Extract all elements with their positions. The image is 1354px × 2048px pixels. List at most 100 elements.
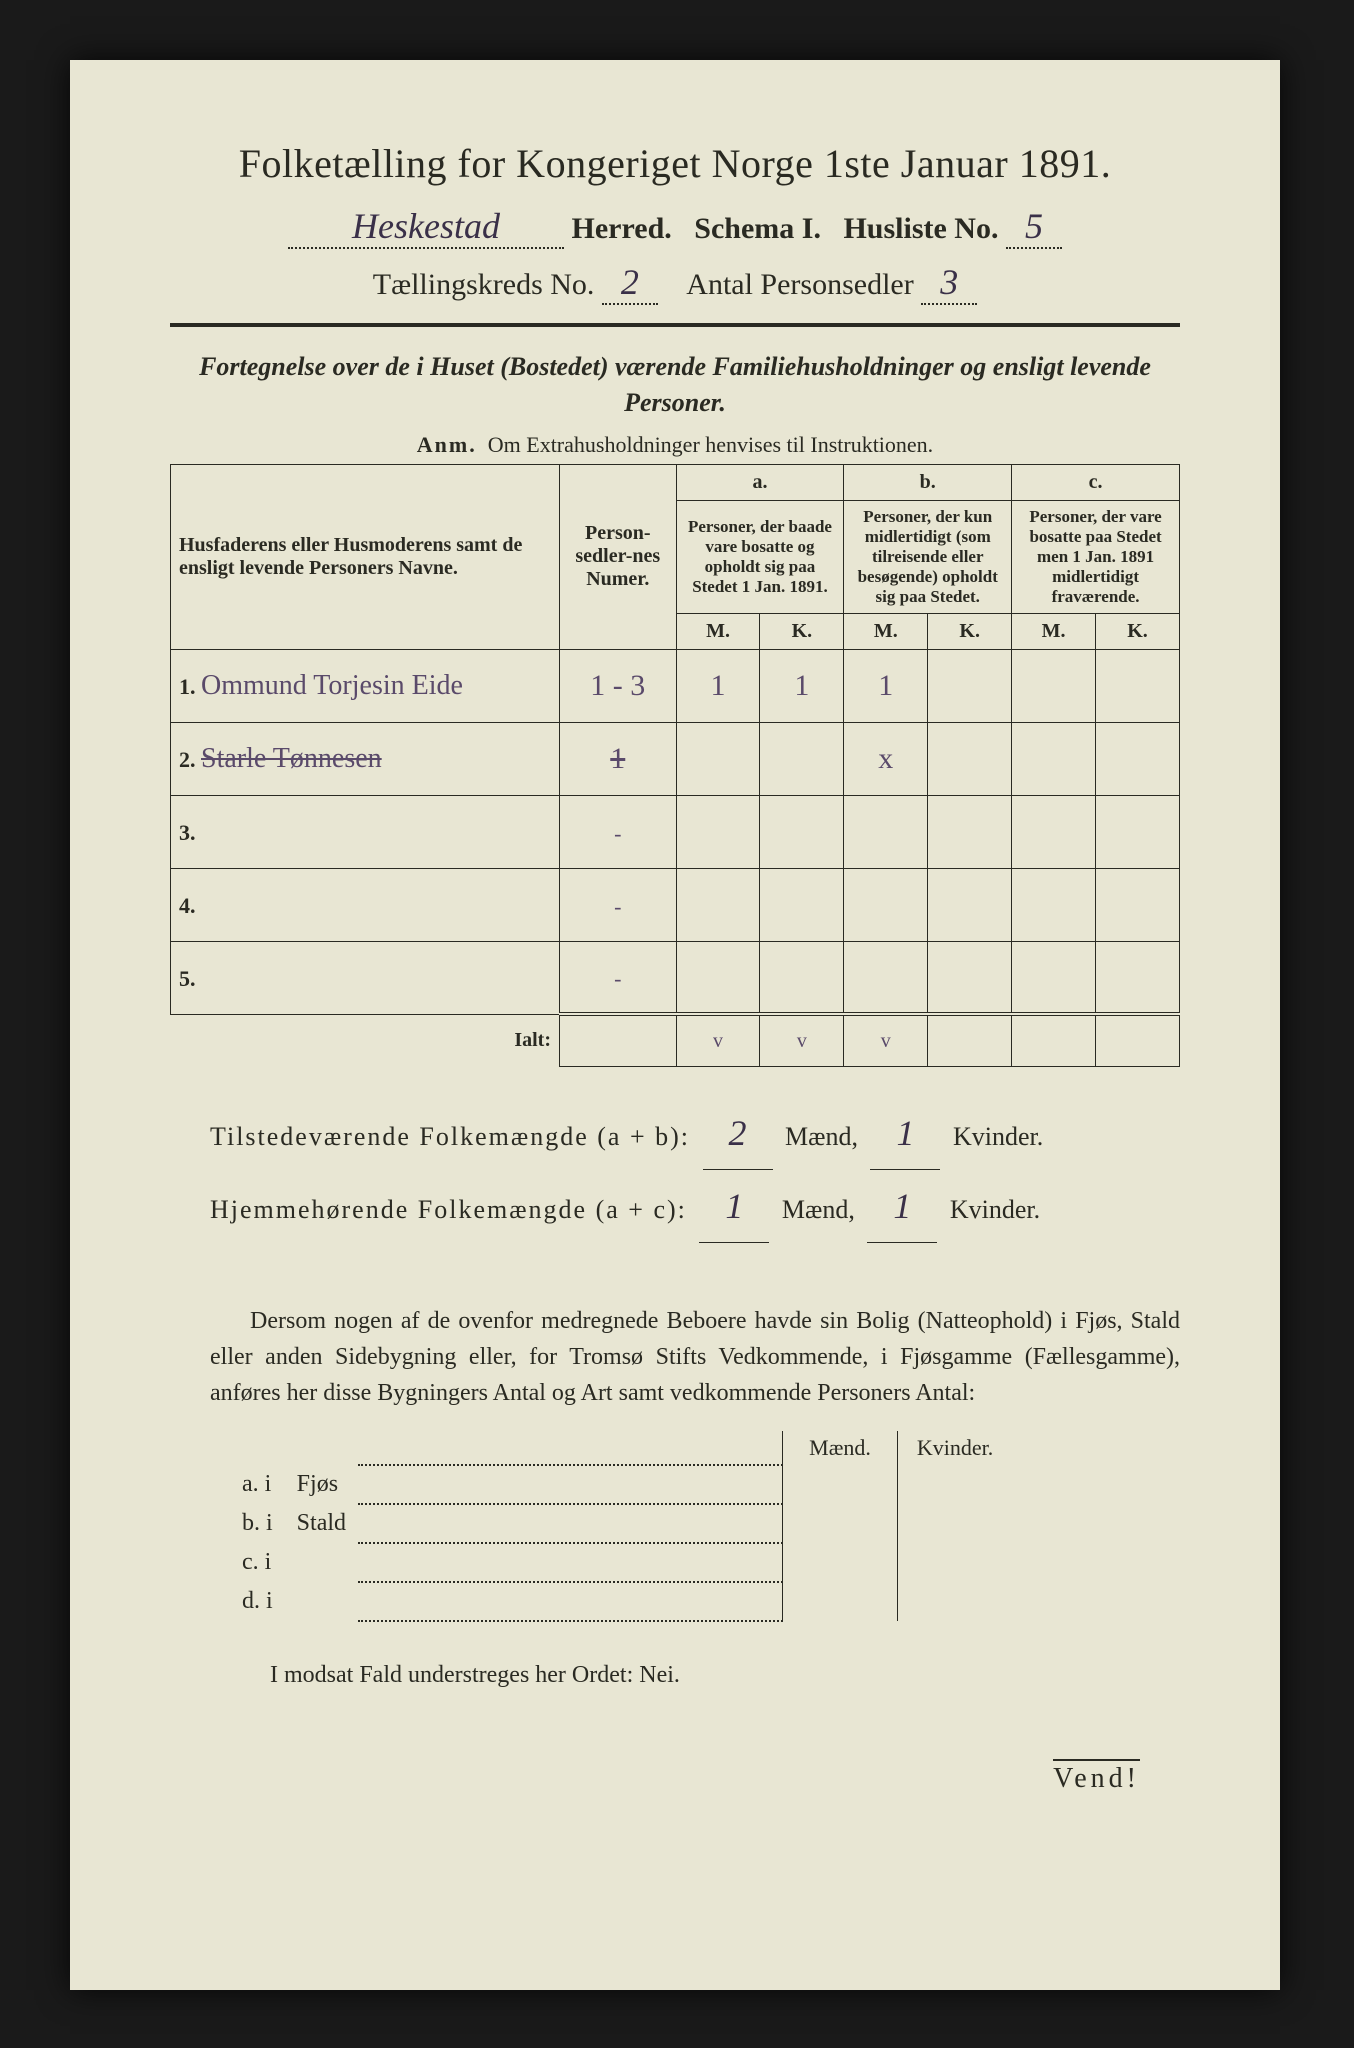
- row-name: 4.: [171, 868, 560, 941]
- totals-block: Tilstedeværende Folkemængde (a + b): 2 M…: [210, 1097, 1140, 1243]
- header-line-2: Tællingskreds No. 2 Antal Personsedler 3: [170, 261, 1180, 305]
- col-a-top: a.: [676, 464, 844, 500]
- herred-label: Herred.: [572, 212, 672, 245]
- col-a-k: K.: [760, 613, 844, 649]
- bygn-row-dots: [358, 1543, 783, 1582]
- check-a-m: v: [676, 1014, 760, 1067]
- row-name: 2. Starle Tønnesen: [171, 722, 560, 795]
- col-names-header: Husfaderens eller Husmoderens samt de en…: [171, 464, 560, 649]
- bygn-row-k: [898, 1582, 1013, 1621]
- row-c-m: [1012, 795, 1096, 868]
- bygn-row-k: [898, 1504, 1013, 1543]
- bygn-row: d. i: [230, 1582, 1012, 1621]
- bygn-row: b. iStald: [230, 1504, 1012, 1543]
- row-c-m: [1012, 941, 1096, 1014]
- bygn-row-txt: Stald: [285, 1504, 358, 1543]
- row-b-k: [928, 941, 1012, 1014]
- row-c-k: [1096, 868, 1180, 941]
- col-a-desc: Personer, der baade vare bosatte og opho…: [676, 500, 844, 613]
- bygn-row-lbl: c. i: [230, 1543, 285, 1582]
- census-form-page: Folketælling for Kongeriget Norge 1ste J…: [70, 60, 1280, 1990]
- maend-label-2: Mænd,: [782, 1195, 855, 1224]
- col-b-top: b.: [844, 464, 1012, 500]
- row-c-k: [1096, 649, 1180, 722]
- table-row: 1. Ommund Torjesin Eide1 - 3111: [171, 649, 1180, 722]
- col-b-m: M.: [844, 613, 928, 649]
- row-a-k: [760, 795, 844, 868]
- row-b-m: [844, 795, 928, 868]
- totals-line2-m: 1: [699, 1170, 769, 1243]
- row-num: 1 - 3: [559, 649, 676, 722]
- bygn-row-txt: [285, 1543, 358, 1582]
- kvinder-label-2: Kvinder.: [950, 1195, 1040, 1224]
- subtitle: Fortegnelse over de i Huset (Bostedet) v…: [170, 349, 1180, 422]
- bygn-row-txt: [285, 1582, 358, 1621]
- table-row: 2. Starle Tønnesen1 x: [171, 722, 1180, 795]
- row-num: -: [559, 795, 676, 868]
- totals-line1-k: 1: [870, 1097, 940, 1170]
- col-num-header: Person-sedler-nes Numer.: [559, 464, 676, 649]
- col-c-m: M.: [1012, 613, 1096, 649]
- row-c-m: [1012, 722, 1096, 795]
- row-b-k: [928, 722, 1012, 795]
- herred-handwritten: Heskestad: [288, 205, 564, 249]
- kreds-label: Tællingskreds No.: [373, 268, 595, 301]
- row-num: -: [559, 941, 676, 1014]
- row-b-m: [844, 941, 928, 1014]
- bygn-row-dots: [358, 1504, 783, 1543]
- row-name: 3.: [171, 795, 560, 868]
- row-b-m: 1: [844, 649, 928, 722]
- row-a-k: [760, 941, 844, 1014]
- check-b-m: v: [844, 1014, 928, 1067]
- row-b-k: [928, 868, 1012, 941]
- antal-label: Antal Personsedler: [686, 268, 913, 301]
- row-c-k: [1096, 722, 1180, 795]
- row-b-k: [928, 795, 1012, 868]
- bygn-row-lbl: d. i: [230, 1582, 285, 1621]
- row-c-m: [1012, 649, 1096, 722]
- bygninger-paragraph: Dersom nogen af de ovenfor medregnede Be…: [210, 1303, 1180, 1411]
- modsat-line: I modsat Fald understreges her Ordet: Ne…: [270, 1662, 1180, 1689]
- kvinder-label: Kvinder.: [953, 1122, 1043, 1151]
- bygn-row-lbl: a. i: [230, 1465, 285, 1504]
- bygn-row-m: [783, 1543, 898, 1582]
- row-num: -: [559, 868, 676, 941]
- row-b-m: [844, 868, 928, 941]
- maend-label: Mænd,: [785, 1122, 858, 1151]
- row-c-m: [1012, 868, 1096, 941]
- bygn-row-m: [783, 1465, 898, 1504]
- anm-line: Anm. Om Extrahusholdninger henvises til …: [170, 432, 1180, 458]
- bygn-row-k: [898, 1543, 1013, 1582]
- col-c-desc: Personer, der vare bosatte paa Stedet me…: [1012, 500, 1180, 613]
- bygninger-table: Mænd. Kvinder. a. iFjøsb. iStaldc. id. i: [230, 1431, 1012, 1622]
- ialt-label: Ialt:: [171, 1014, 560, 1067]
- row-num: 1: [559, 722, 676, 795]
- header-line-1: Heskestad Herred. Schema I. Husliste No.…: [170, 205, 1180, 249]
- bygn-row: c. i: [230, 1543, 1012, 1582]
- row-a-m: 1: [676, 649, 760, 722]
- col-b-desc: Personer, der kun midlertidigt (som tilr…: [844, 500, 1012, 613]
- husliste-label: Husliste No.: [843, 212, 998, 245]
- table-row: 5. -: [171, 941, 1180, 1014]
- table-row: 3. -: [171, 795, 1180, 868]
- row-a-k: [760, 722, 844, 795]
- col-a-m: M.: [676, 613, 760, 649]
- husliste-handwritten: 5: [1006, 205, 1062, 249]
- totals-line2-k: 1: [867, 1170, 937, 1243]
- check-a-k: v: [760, 1014, 844, 1067]
- bygn-maend-hdr: Mænd.: [783, 1431, 898, 1465]
- row-a-k: [760, 868, 844, 941]
- anm-bold: Anm.: [417, 432, 477, 457]
- bygn-row-lbl: b. i: [230, 1504, 285, 1543]
- vend-label: Vend!: [1053, 1759, 1140, 1795]
- row-b-k: [928, 649, 1012, 722]
- totals-line2-label: Hjemmehørende Folkemængde (a + c):: [210, 1195, 687, 1224]
- row-b-m: x: [844, 722, 928, 795]
- totals-line1-m: 2: [703, 1097, 773, 1170]
- bygn-row-m: [783, 1504, 898, 1543]
- bygn-row-dots: [358, 1582, 783, 1621]
- col-c-top: c.: [1012, 464, 1180, 500]
- row-a-k: 1: [760, 649, 844, 722]
- bygn-row-k: [898, 1465, 1013, 1504]
- row-a-m: [676, 941, 760, 1014]
